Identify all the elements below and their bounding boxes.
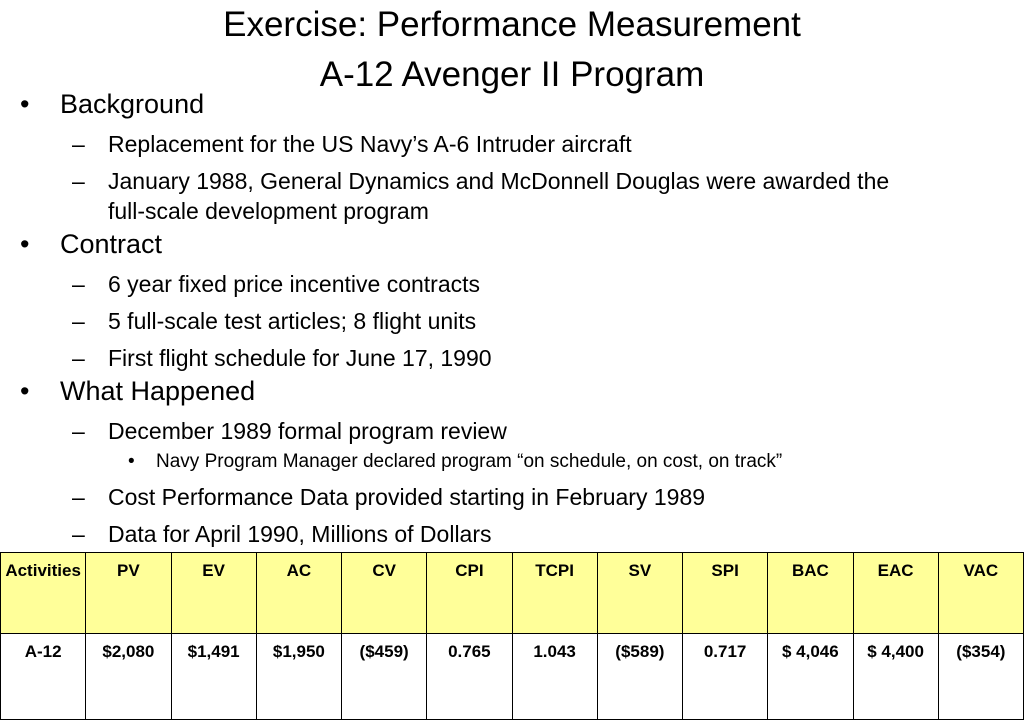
- bullet-text: Cost Performance Data provided starting …: [108, 484, 706, 510]
- bullet-marker: –: [72, 484, 85, 510]
- table-cell: 0.765: [426, 633, 513, 720]
- header-cell: PV: [85, 552, 172, 634]
- bullet-marker: •: [128, 451, 135, 472]
- bullet-item: – Replacement for the US Navy’s A-6 Intru…: [0, 129, 898, 159]
- bullet-item: – January 1988, General Dynamics and McDo…: [0, 166, 898, 226]
- header-cell: VAC: [937, 552, 1024, 634]
- bullet-text: Replacement for the US Navy’s A-6 Intrud…: [108, 131, 632, 157]
- header-cell: AC: [255, 552, 343, 634]
- table-cell: ($459): [340, 633, 428, 720]
- slide-title: Exercise: Performance Measurement A-12 Av…: [0, 0, 1024, 100]
- table-row: A-12 $2,080 $1,491 $1,950 ($459) 0.765 1.043 ($…: [0, 633, 1024, 720]
- bullet-item: • Contract: [0, 226, 1024, 262]
- header-cell: CPI: [426, 552, 513, 634]
- table-cell: ($589): [596, 633, 684, 720]
- bullet-marker: –: [72, 131, 85, 157]
- bullet-item: – Cost Performance Data provided starting…: [0, 482, 898, 512]
- bullet-marker: –: [72, 271, 85, 297]
- bullet-item: – December 1989 formal program review: [0, 416, 898, 446]
- bullet-marker: –: [72, 308, 85, 334]
- bullet-text: Contract: [60, 229, 163, 259]
- header-cell: SV: [596, 552, 684, 634]
- table-cell: 1.043: [511, 633, 598, 720]
- header-cell: SPI: [681, 552, 769, 634]
- table-cell: 0.717: [681, 633, 769, 720]
- table-cell: $1,491: [170, 633, 257, 720]
- header-cell: EAC: [852, 552, 939, 634]
- data-table: Activities PV EV AC CV CPI TCPI SV SPI BAC EAC VAC A…: [0, 552, 1024, 720]
- bullet-text: 5 full-scale test articles; 8 flight uni…: [108, 308, 477, 334]
- bullet-marker: –: [72, 168, 85, 194]
- bullet-item: –5 full-scale test articles; 8 flight un…: [0, 306, 898, 336]
- bullet-text: What Happened: [60, 376, 256, 406]
- bullet-marker: –: [72, 521, 85, 547]
- title-line: Exercise: Performance Measurement: [223, 5, 801, 44]
- header-cell: BAC: [767, 552, 854, 634]
- bullet-text: December 1989 formal program review: [108, 418, 507, 444]
- table-cell: ($354): [937, 633, 1024, 720]
- bullet-item: • Background: [0, 86, 1024, 122]
- bullet-list: • Background – Replacement for the US Navy’…: [0, 86, 1024, 549]
- table-cell: $1,950: [255, 633, 343, 720]
- header-cell: Activities: [0, 552, 87, 634]
- bullet-item: – Data for April 1990, Millions of Dollar…: [0, 519, 898, 549]
- bullet-text: First flight schedule for June 17, 1990: [108, 345, 492, 371]
- bullet-marker: •: [20, 376, 30, 406]
- bullet-text: 6 year fixed price incentive contracts: [108, 271, 481, 297]
- bullet-item: • What Happened: [0, 373, 1024, 409]
- bullet-marker: –: [72, 345, 85, 371]
- bullet-text: January 1988, General Dynamics and McDon…: [108, 168, 890, 224]
- table-cell: $ 4,046: [767, 633, 854, 720]
- bullet-marker: •: [20, 89, 30, 119]
- bullet-item: • Navy Program Manager declared program “…: [0, 449, 1024, 475]
- bullet-text: Background: [60, 89, 205, 119]
- bullet-marker: •: [20, 229, 30, 259]
- bullet-marker: –: [72, 418, 85, 444]
- table-cell: $2,080: [85, 633, 172, 720]
- header-cell: TCPI: [511, 552, 598, 634]
- table-header-row: Activities PV EV AC CV CPI TCPI SV SPI BAC EAC VAC: [0, 552, 1024, 634]
- bullet-item: – First flight schedule for June 17, 1990: [0, 343, 898, 373]
- table-cell: A-12: [0, 633, 87, 720]
- header-cell: CV: [340, 552, 428, 634]
- bullet-text: Data for April 1990, Millions of Dollars: [108, 521, 492, 547]
- table-cell: $ 4,400: [852, 633, 939, 720]
- title-line: A-12 Avenger II Program: [319, 55, 705, 94]
- header-cell: EV: [170, 552, 257, 634]
- bullet-text: Navy Program Manager declared program “o…: [156, 451, 783, 472]
- bullet-item: –6 year fixed price incentive contracts: [0, 269, 898, 299]
